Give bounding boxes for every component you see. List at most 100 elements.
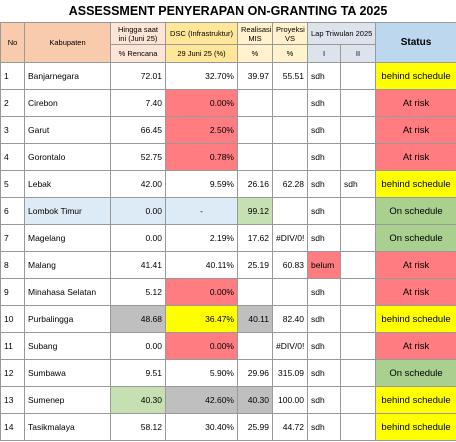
table-cell <box>237 143 273 171</box>
table-cell: sdh <box>307 386 341 414</box>
table-cell <box>237 116 273 144</box>
table-cell: Cirebon <box>24 89 111 117</box>
table-cell: 82.40 <box>272 305 308 333</box>
header-cell: Status <box>375 22 456 63</box>
table-cell: 48.68 <box>110 305 166 333</box>
table-row: 14 Tasikmalaya 58.12 30.40% 25.99 44.72 sdh beh… <box>0 413 456 441</box>
table-cell: 9 <box>0 278 25 306</box>
table-cell: 44.72 <box>272 413 308 441</box>
table-cell: 29.96 <box>237 359 273 387</box>
status-cell: On schedule <box>375 224 456 252</box>
table-cell: Lebak <box>24 170 111 198</box>
table-cell <box>339 332 377 360</box>
table-cell: 5 <box>0 170 25 198</box>
header-cell: DSC (Infrastruktur) <box>165 22 238 45</box>
table-cell: sdh <box>307 224 341 252</box>
table-cell: 32.70% <box>165 62 238 90</box>
table-row: 3 Garut 66.45 2.50% sdh At risk <box>0 116 456 144</box>
table-cell: 12 <box>0 359 25 387</box>
table-cell: sdh <box>307 359 341 387</box>
table-cell: sdh <box>307 170 341 198</box>
table-cell: sdh <box>339 170 377 198</box>
table-cell: 2.19% <box>165 224 238 252</box>
table-row: 10 Purbalingga 48.68 36.47% 40.11 82.40 sdh beh… <box>0 305 456 333</box>
table-cell: 7 <box>0 224 25 252</box>
table-cell: 58.12 <box>110 413 166 441</box>
table-cell: sdh <box>307 413 341 441</box>
header-cell: % Rencana <box>110 44 166 63</box>
header-cell: No <box>0 22 25 63</box>
table-cell <box>272 143 308 171</box>
table-cell <box>339 143 377 171</box>
status-cell: On schedule <box>375 359 456 387</box>
table-cell: 40.30 <box>110 386 166 414</box>
table-cell: 42.00 <box>110 170 166 198</box>
table-cell: 72.01 <box>110 62 166 90</box>
table-cell: Subang <box>24 332 111 360</box>
table-cell: Magelang <box>24 224 111 252</box>
table-cell: 42.60% <box>165 386 238 414</box>
table-cell <box>339 359 377 387</box>
table-cell: 5.12 <box>110 278 166 306</box>
table-cell: Tasikmalaya <box>24 413 111 441</box>
table-cell: sdh <box>307 278 341 306</box>
table-cell: sdh <box>307 305 341 333</box>
table-cell: Purbalingga <box>24 305 111 333</box>
table-row: 4 Gorontalo 52.75 0.78% sdh At risk <box>0 143 456 171</box>
table-cell: 0.00 <box>110 197 166 225</box>
table-cell: Malang <box>24 251 111 279</box>
table-cell: Banjarnegara <box>24 62 111 90</box>
table-row: 8 Malang 41.41 40.11% 25.19 60.83 belum At risk <box>0 251 456 279</box>
header-cell: I <box>307 44 341 63</box>
table-cell <box>272 116 308 144</box>
table-cell: sdh <box>307 332 341 360</box>
header-cell: Hingga saat ini (Juni 25) <box>110 22 166 45</box>
table-cell <box>272 89 308 117</box>
table-cell: 8 <box>0 251 25 279</box>
table-cell: 6 <box>0 197 25 225</box>
table-cell: 25.19 <box>237 251 273 279</box>
table-cell: sdh <box>307 62 341 90</box>
table-cell <box>272 197 308 225</box>
table-cell: 0.00 <box>110 332 166 360</box>
header-cell: Lap Triwulan 2025 <box>306 22 377 45</box>
table-row: 7 Magelang 0.00 2.19% 17.62 #DIV/0! sdh On sche… <box>0 224 456 252</box>
table-cell: 39.97 <box>237 62 273 90</box>
table-cell: 7.40 <box>110 89 166 117</box>
status-cell: At risk <box>375 116 456 144</box>
table-cell <box>339 197 377 225</box>
table-cell <box>339 224 377 252</box>
table-cell: 0.78% <box>165 143 238 171</box>
table-cell: sdh <box>307 89 341 117</box>
table-cell <box>339 116 377 144</box>
table-cell: 40.11 <box>237 305 273 333</box>
table-cell: 26.16 <box>237 170 273 198</box>
header-cell: % <box>237 44 273 63</box>
status-cell: behind schedule <box>375 386 456 414</box>
table-cell: Lombok Timur <box>24 197 111 225</box>
table-cell: 1 <box>0 62 25 90</box>
table-cell: 11 <box>0 332 25 360</box>
table-cell: 3 <box>0 116 25 144</box>
table-cell: 0.00% <box>165 332 238 360</box>
table-cell: belum <box>307 251 341 279</box>
status-cell: On schedule <box>375 197 456 225</box>
table-row: 2 Cirebon 7.40 0.00% sdh At risk <box>0 89 456 117</box>
table-cell: sdh <box>307 143 341 171</box>
header-cell: 29 Juni 25 (%) <box>165 44 238 63</box>
status-cell: behind schedule <box>375 62 456 90</box>
table: No Kabupaten Hingga saat ini (Juni 25) D… <box>0 22 456 441</box>
table-cell: 0.00% <box>165 89 238 117</box>
status-cell: behind schedule <box>375 305 456 333</box>
table-cell: sdh <box>307 116 341 144</box>
table-cell: - <box>165 197 238 225</box>
table-row: 13 Sumenep 40.30 42.60% 40.30 100.00 sdh behind… <box>0 386 456 414</box>
table-cell: 9.59% <box>165 170 238 198</box>
table-cell <box>339 305 377 333</box>
table-cell: 10 <box>0 305 25 333</box>
table-row: 9 Minahasa Selatan 5.12 0.00% sdh At risk <box>0 278 456 306</box>
table-cell: 36.47% <box>165 305 238 333</box>
table-cell <box>237 332 273 360</box>
table-cell <box>339 89 377 117</box>
table-cell: Gorontalo <box>24 143 111 171</box>
